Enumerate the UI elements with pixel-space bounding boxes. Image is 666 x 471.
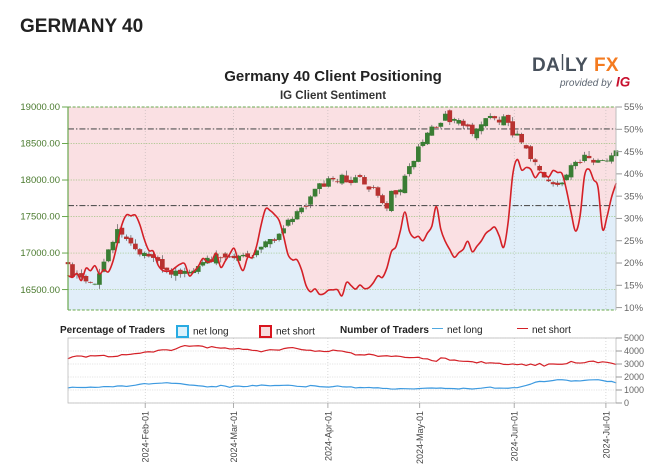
svg-text:19000.00: 19000.00 xyxy=(20,102,60,113)
svg-text:25%: 25% xyxy=(624,236,644,247)
svg-text:18500.00: 18500.00 xyxy=(20,139,60,150)
svg-text:18000.00: 18000.00 xyxy=(20,175,60,186)
svg-text:3000: 3000 xyxy=(624,359,644,369)
svg-text:17500.00: 17500.00 xyxy=(20,212,60,223)
svg-text:2024-Jun-01: 2024-Jun-01 xyxy=(510,411,520,462)
svg-text:30%: 30% xyxy=(624,214,644,225)
svg-text:10%: 10% xyxy=(624,303,644,314)
svg-text:2024-Apr-01: 2024-Apr-01 xyxy=(323,411,333,461)
svg-text:55%: 55% xyxy=(624,102,644,113)
svg-text:4000: 4000 xyxy=(624,346,644,356)
svg-text:50%: 50% xyxy=(624,124,644,135)
svg-text:16500.00: 16500.00 xyxy=(20,285,60,296)
svg-text:0: 0 xyxy=(624,398,629,408)
svg-text:20%: 20% xyxy=(624,258,644,269)
svg-text:15%: 15% xyxy=(624,281,644,292)
svg-text:1000: 1000 xyxy=(624,385,644,395)
svg-text:17000.00: 17000.00 xyxy=(20,248,60,259)
svg-text:45%: 45% xyxy=(624,147,644,158)
svg-text:2024-Jul-01: 2024-Jul-01 xyxy=(601,411,611,459)
svg-text:35%: 35% xyxy=(624,191,644,202)
svg-text:40%: 40% xyxy=(624,169,644,180)
svg-text:2024-Mar-01: 2024-Mar-01 xyxy=(229,411,239,463)
svg-text:2024-May-01: 2024-May-01 xyxy=(415,411,425,464)
svg-text:2024-Feb-01: 2024-Feb-01 xyxy=(141,411,151,463)
svg-text:2000: 2000 xyxy=(624,372,644,382)
